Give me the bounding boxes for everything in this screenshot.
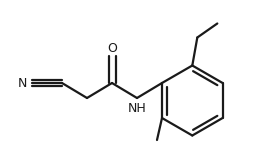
Text: O: O [107, 42, 117, 54]
Text: N: N [17, 77, 27, 89]
Text: NH: NH [128, 101, 146, 115]
